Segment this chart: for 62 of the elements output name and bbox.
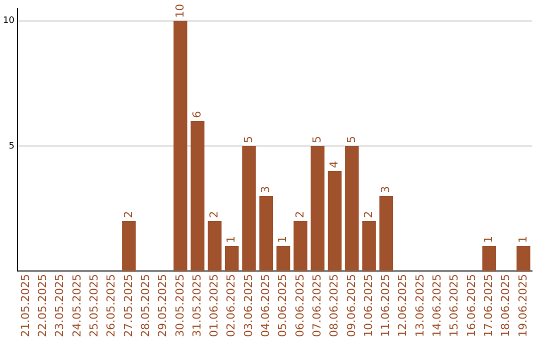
x-tick-label: 17.06.2025 [482, 274, 495, 338]
data-label: 5 [242, 136, 255, 143]
bar [276, 246, 290, 272]
data-label: 1 [276, 236, 290, 244]
x-tick-label: 10.06.2025 [362, 274, 375, 338]
x-tick-label: 19.06.2025 [516, 274, 530, 338]
x-tick-label: 26.05.2025 [104, 274, 118, 338]
x-tick-label: 22.05.2025 [36, 274, 50, 338]
bar [294, 220, 308, 272]
x-tick-label: 15.06.2025 [448, 274, 461, 338]
bar [379, 196, 394, 272]
bar [310, 146, 324, 272]
x-tick-label: 09.06.2025 [344, 274, 358, 338]
data-label: 1 [224, 236, 238, 244]
bar [122, 220, 136, 272]
data-label: 6 [190, 110, 204, 118]
x-tick-label: 14.06.2025 [430, 274, 444, 338]
x-tick-label: 30.05.2025 [173, 274, 186, 338]
x-tick-label: 23.05.2025 [53, 274, 66, 338]
bar [482, 246, 496, 272]
data-label: 5 [310, 136, 324, 143]
x-tick-label: 21.05.2025 [18, 274, 32, 338]
data-label: 10 [173, 4, 186, 18]
x-tick-label: 25.05.2025 [87, 274, 100, 338]
bar [345, 146, 359, 272]
x-tick-label: 27.05.2025 [122, 274, 135, 338]
x-tick-label: 24.05.2025 [70, 274, 84, 338]
data-label: 2 [293, 210, 306, 218]
x-tick-label: 11.06.2025 [379, 274, 392, 338]
x-tick-label: 18.06.2025 [499, 274, 512, 338]
x-tick-label: 01.06.2025 [208, 274, 221, 338]
x-tick-label: 29.05.2025 [156, 274, 170, 338]
bar [224, 246, 239, 272]
x-tick-label: 02.06.2025 [224, 274, 238, 338]
x-tick-label: 13.06.2025 [413, 274, 426, 338]
x-tick-label: 04.06.2025 [259, 274, 272, 338]
x-tick-label: 12.06.2025 [396, 274, 410, 338]
data-label: 2 [122, 210, 135, 218]
data-label: 1 [516, 236, 530, 244]
bar [190, 120, 204, 272]
bar [362, 220, 376, 272]
x-tick-label: 16.06.2025 [464, 274, 478, 338]
data-label: 1 [482, 236, 495, 244]
data-label: 3 [259, 186, 272, 193]
x-tick-label: 08.06.2025 [328, 274, 341, 338]
x-tick-label: 07.06.2025 [310, 274, 324, 338]
x-tick-label: 05.06.2025 [276, 274, 290, 338]
data-label: 3 [379, 186, 392, 193]
bar [328, 170, 342, 272]
data-label: 4 [328, 160, 341, 168]
data-label: 2 [208, 210, 221, 218]
bar [208, 220, 222, 272]
bar [242, 146, 256, 272]
x-tick-label: 28.05.2025 [138, 274, 152, 338]
x-tick-label: 06.06.2025 [293, 274, 306, 338]
x-tick-label: 31.05.2025 [190, 274, 204, 338]
bar [516, 246, 530, 272]
x-tick-label: 03.06.2025 [242, 274, 255, 338]
bar [259, 196, 274, 272]
data-label: 5 [344, 136, 358, 143]
data-label: 2 [362, 210, 375, 218]
bar [174, 20, 188, 272]
